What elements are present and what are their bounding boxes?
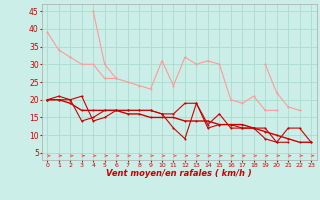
X-axis label: Vent moyen/en rafales ( km/h ): Vent moyen/en rafales ( km/h ) xyxy=(106,169,252,178)
